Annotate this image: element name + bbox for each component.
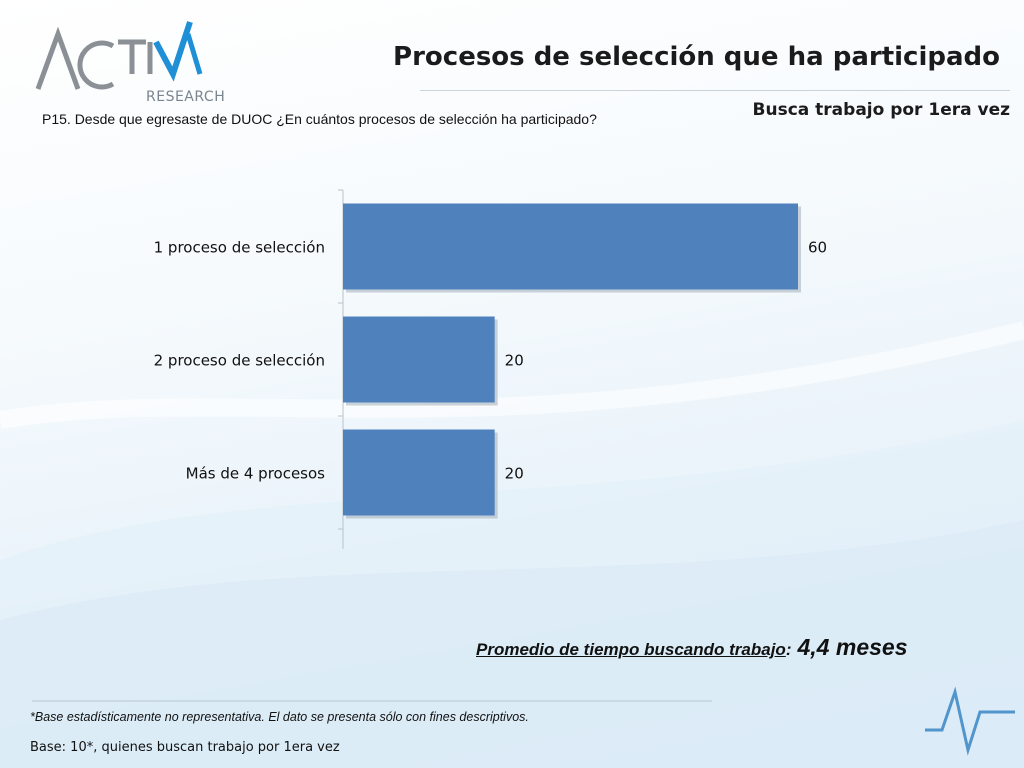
base-note: Base: 10*, quienes buscan trabajo por 1e…: [30, 740, 340, 755]
average-time-label: Promedio de tiempo buscando trabajo: [476, 640, 786, 659]
survey-question: P15. Desde que egresaste de DUOC ¿En cuá…: [42, 111, 597, 127]
bar-2: [343, 316, 495, 403]
bar-chart: 1 proceso de selección 60 2 proceso de sel…: [154, 189, 827, 549]
value-label: 60: [808, 239, 827, 257]
title-divider: [420, 90, 1010, 91]
corner-logo-mark: [925, 686, 1015, 756]
value-label: 20: [505, 465, 524, 483]
logo-research-text: RESEARCH: [146, 89, 226, 105]
footnote-divider: [32, 700, 712, 702]
bar-1: [343, 203, 798, 290]
category-label: 1 proceso de selección: [154, 239, 325, 257]
bar-3: [343, 429, 495, 516]
average-time-colon: :: [785, 640, 792, 659]
activa-research-logo: RESEARCH: [28, 14, 225, 105]
page-title: Procesos de selección que ha participado: [393, 42, 1000, 72]
average-time-value: 4,4 meses: [797, 634, 908, 660]
average-time-summary: Promedio de tiempo buscando trabajo: 4,4 …: [476, 634, 907, 661]
value-label: 20: [505, 352, 524, 370]
page-subtitle: Busca trabajo por 1era vez: [752, 100, 1010, 120]
footnote: *Base estadísticamente no representativa…: [30, 710, 529, 724]
category-label: 2 proceso de selección: [154, 352, 325, 370]
category-label: Más de 4 procesos: [186, 465, 326, 483]
